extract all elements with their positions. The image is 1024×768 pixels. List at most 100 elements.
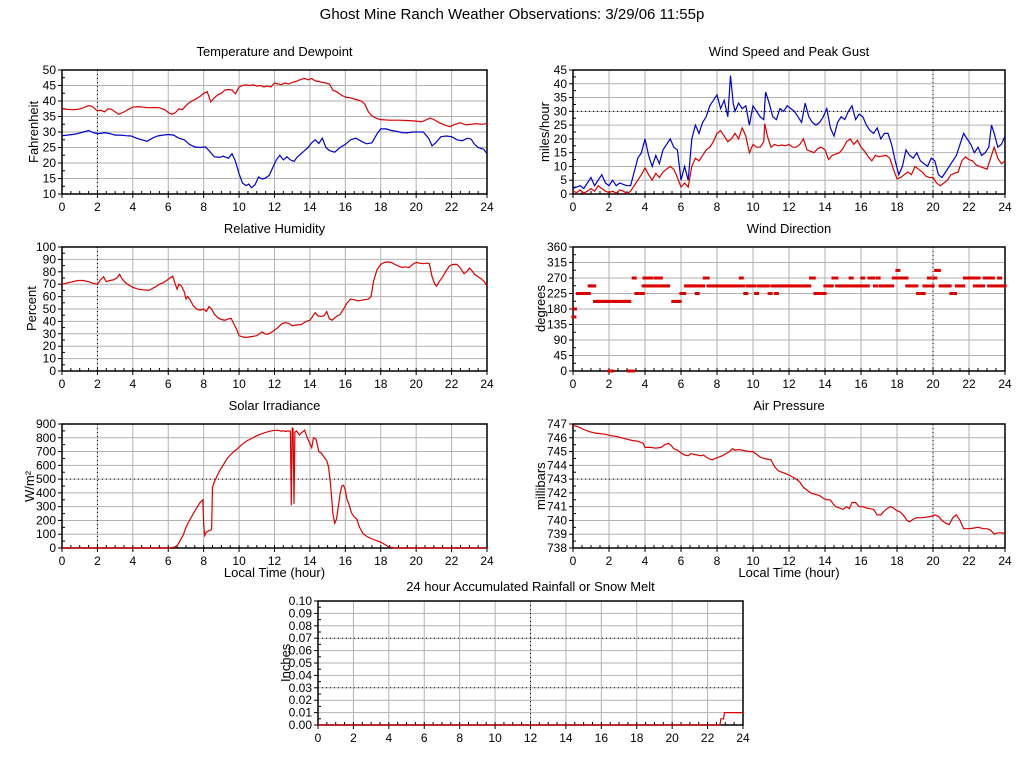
svg-text:10: 10 xyxy=(746,554,760,568)
svg-text:80: 80 xyxy=(43,265,57,279)
svg-text:747: 747 xyxy=(547,417,567,431)
svg-text:45: 45 xyxy=(554,349,568,363)
svg-text:24: 24 xyxy=(480,200,494,214)
svg-text:5: 5 xyxy=(560,173,567,187)
svg-text:800: 800 xyxy=(36,431,56,445)
svg-text:16: 16 xyxy=(339,200,353,214)
svg-text:60: 60 xyxy=(43,290,57,304)
svg-text:315: 315 xyxy=(547,256,567,270)
svg-text:738: 738 xyxy=(547,541,567,555)
svg-text:16: 16 xyxy=(595,731,609,745)
chart-title: Wind Direction xyxy=(746,221,832,236)
svg-text:10: 10 xyxy=(232,554,246,568)
svg-text:6: 6 xyxy=(678,554,685,568)
svg-text:400: 400 xyxy=(36,486,56,500)
svg-text:0.08: 0.08 xyxy=(289,619,313,633)
svg-text:2: 2 xyxy=(94,377,101,391)
svg-text:2: 2 xyxy=(606,554,613,568)
x-axis-label: Local Time (hour) xyxy=(223,565,326,580)
air-pressure-plot: 0 2 4 6 8 10 12 14 16 18 20 22 247387397407417427437… xyxy=(547,417,1012,568)
svg-text:0.10: 0.10 xyxy=(289,594,313,608)
svg-text:225: 225 xyxy=(547,287,567,301)
svg-text:8: 8 xyxy=(200,200,207,214)
svg-text:2: 2 xyxy=(350,731,357,745)
svg-text:360: 360 xyxy=(547,240,567,254)
svg-text:12: 12 xyxy=(782,377,796,391)
wind-direction-plot: 0 2 4 6 8 10 12 14 16 18 20 22 240459013518022527031… xyxy=(547,240,1012,391)
svg-text:743: 743 xyxy=(547,472,567,486)
svg-text:0: 0 xyxy=(560,364,567,378)
svg-text:90: 90 xyxy=(554,333,568,347)
svg-text:6: 6 xyxy=(165,200,172,214)
svg-text:6: 6 xyxy=(165,554,172,568)
svg-text:20: 20 xyxy=(926,377,940,391)
svg-text:180: 180 xyxy=(547,302,567,316)
svg-text:24: 24 xyxy=(998,377,1012,391)
svg-text:16: 16 xyxy=(854,554,868,568)
svg-text:0.04: 0.04 xyxy=(289,668,313,682)
svg-text:22: 22 xyxy=(445,377,459,391)
svg-text:270: 270 xyxy=(547,271,567,285)
svg-text:20: 20 xyxy=(409,554,423,568)
svg-text:0: 0 xyxy=(59,377,66,391)
svg-text:2: 2 xyxy=(94,200,101,214)
svg-text:18: 18 xyxy=(630,731,644,745)
svg-text:0.06: 0.06 xyxy=(289,644,313,658)
svg-text:0: 0 xyxy=(49,364,56,378)
svg-text:35: 35 xyxy=(554,91,568,105)
svg-text:30: 30 xyxy=(43,327,57,341)
svg-text:0: 0 xyxy=(570,377,577,391)
svg-text:45: 45 xyxy=(43,79,57,93)
svg-text:14: 14 xyxy=(303,377,317,391)
svg-text:0: 0 xyxy=(59,554,66,568)
svg-text:10: 10 xyxy=(488,731,502,745)
svg-text:6: 6 xyxy=(678,377,685,391)
svg-text:15: 15 xyxy=(43,172,57,186)
svg-text:22: 22 xyxy=(962,377,976,391)
svg-text:741: 741 xyxy=(547,500,567,514)
svg-text:20: 20 xyxy=(409,200,423,214)
svg-text:745: 745 xyxy=(547,445,567,459)
svg-text:742: 742 xyxy=(547,486,567,500)
svg-text:24: 24 xyxy=(998,200,1012,214)
svg-text:12: 12 xyxy=(268,554,282,568)
svg-text:30: 30 xyxy=(43,125,57,139)
svg-text:740: 740 xyxy=(547,513,567,527)
svg-text:10: 10 xyxy=(43,187,57,201)
svg-text:24: 24 xyxy=(736,731,750,745)
svg-text:4: 4 xyxy=(642,554,649,568)
svg-text:739: 739 xyxy=(547,527,567,541)
svg-text:14: 14 xyxy=(303,554,317,568)
svg-text:100: 100 xyxy=(36,527,56,541)
svg-text:14: 14 xyxy=(818,377,832,391)
solar-irradiance-plot: 0 2 4 6 8 10 12 14 16 18 20 22 240100200300400500600… xyxy=(36,417,494,568)
svg-text:16: 16 xyxy=(339,554,353,568)
svg-text:300: 300 xyxy=(36,500,56,514)
svg-text:0.09: 0.09 xyxy=(289,606,313,620)
svg-text:6: 6 xyxy=(165,377,172,391)
svg-text:900: 900 xyxy=(36,417,56,431)
svg-text:14: 14 xyxy=(303,200,317,214)
svg-text:700: 700 xyxy=(36,445,56,459)
svg-text:25: 25 xyxy=(554,118,568,132)
svg-text:8: 8 xyxy=(714,377,721,391)
svg-text:40: 40 xyxy=(554,77,568,91)
svg-text:25: 25 xyxy=(43,141,57,155)
svg-text:135: 135 xyxy=(547,318,567,332)
svg-text:8: 8 xyxy=(714,554,721,568)
svg-text:18: 18 xyxy=(890,554,904,568)
svg-text:20: 20 xyxy=(926,200,940,214)
chart-title: 24 hour Accumulated Rainfall or Snow Mel… xyxy=(406,579,655,594)
svg-text:2: 2 xyxy=(606,377,613,391)
svg-text:50: 50 xyxy=(43,63,57,77)
svg-text:746: 746 xyxy=(547,431,567,445)
svg-text:4: 4 xyxy=(129,554,136,568)
chart-title: Wind Speed and Peak Gust xyxy=(708,44,870,59)
svg-text:8: 8 xyxy=(456,731,463,745)
svg-text:0: 0 xyxy=(570,554,577,568)
svg-text:6: 6 xyxy=(678,200,685,214)
svg-text:16: 16 xyxy=(854,377,868,391)
svg-text:45: 45 xyxy=(554,63,568,77)
